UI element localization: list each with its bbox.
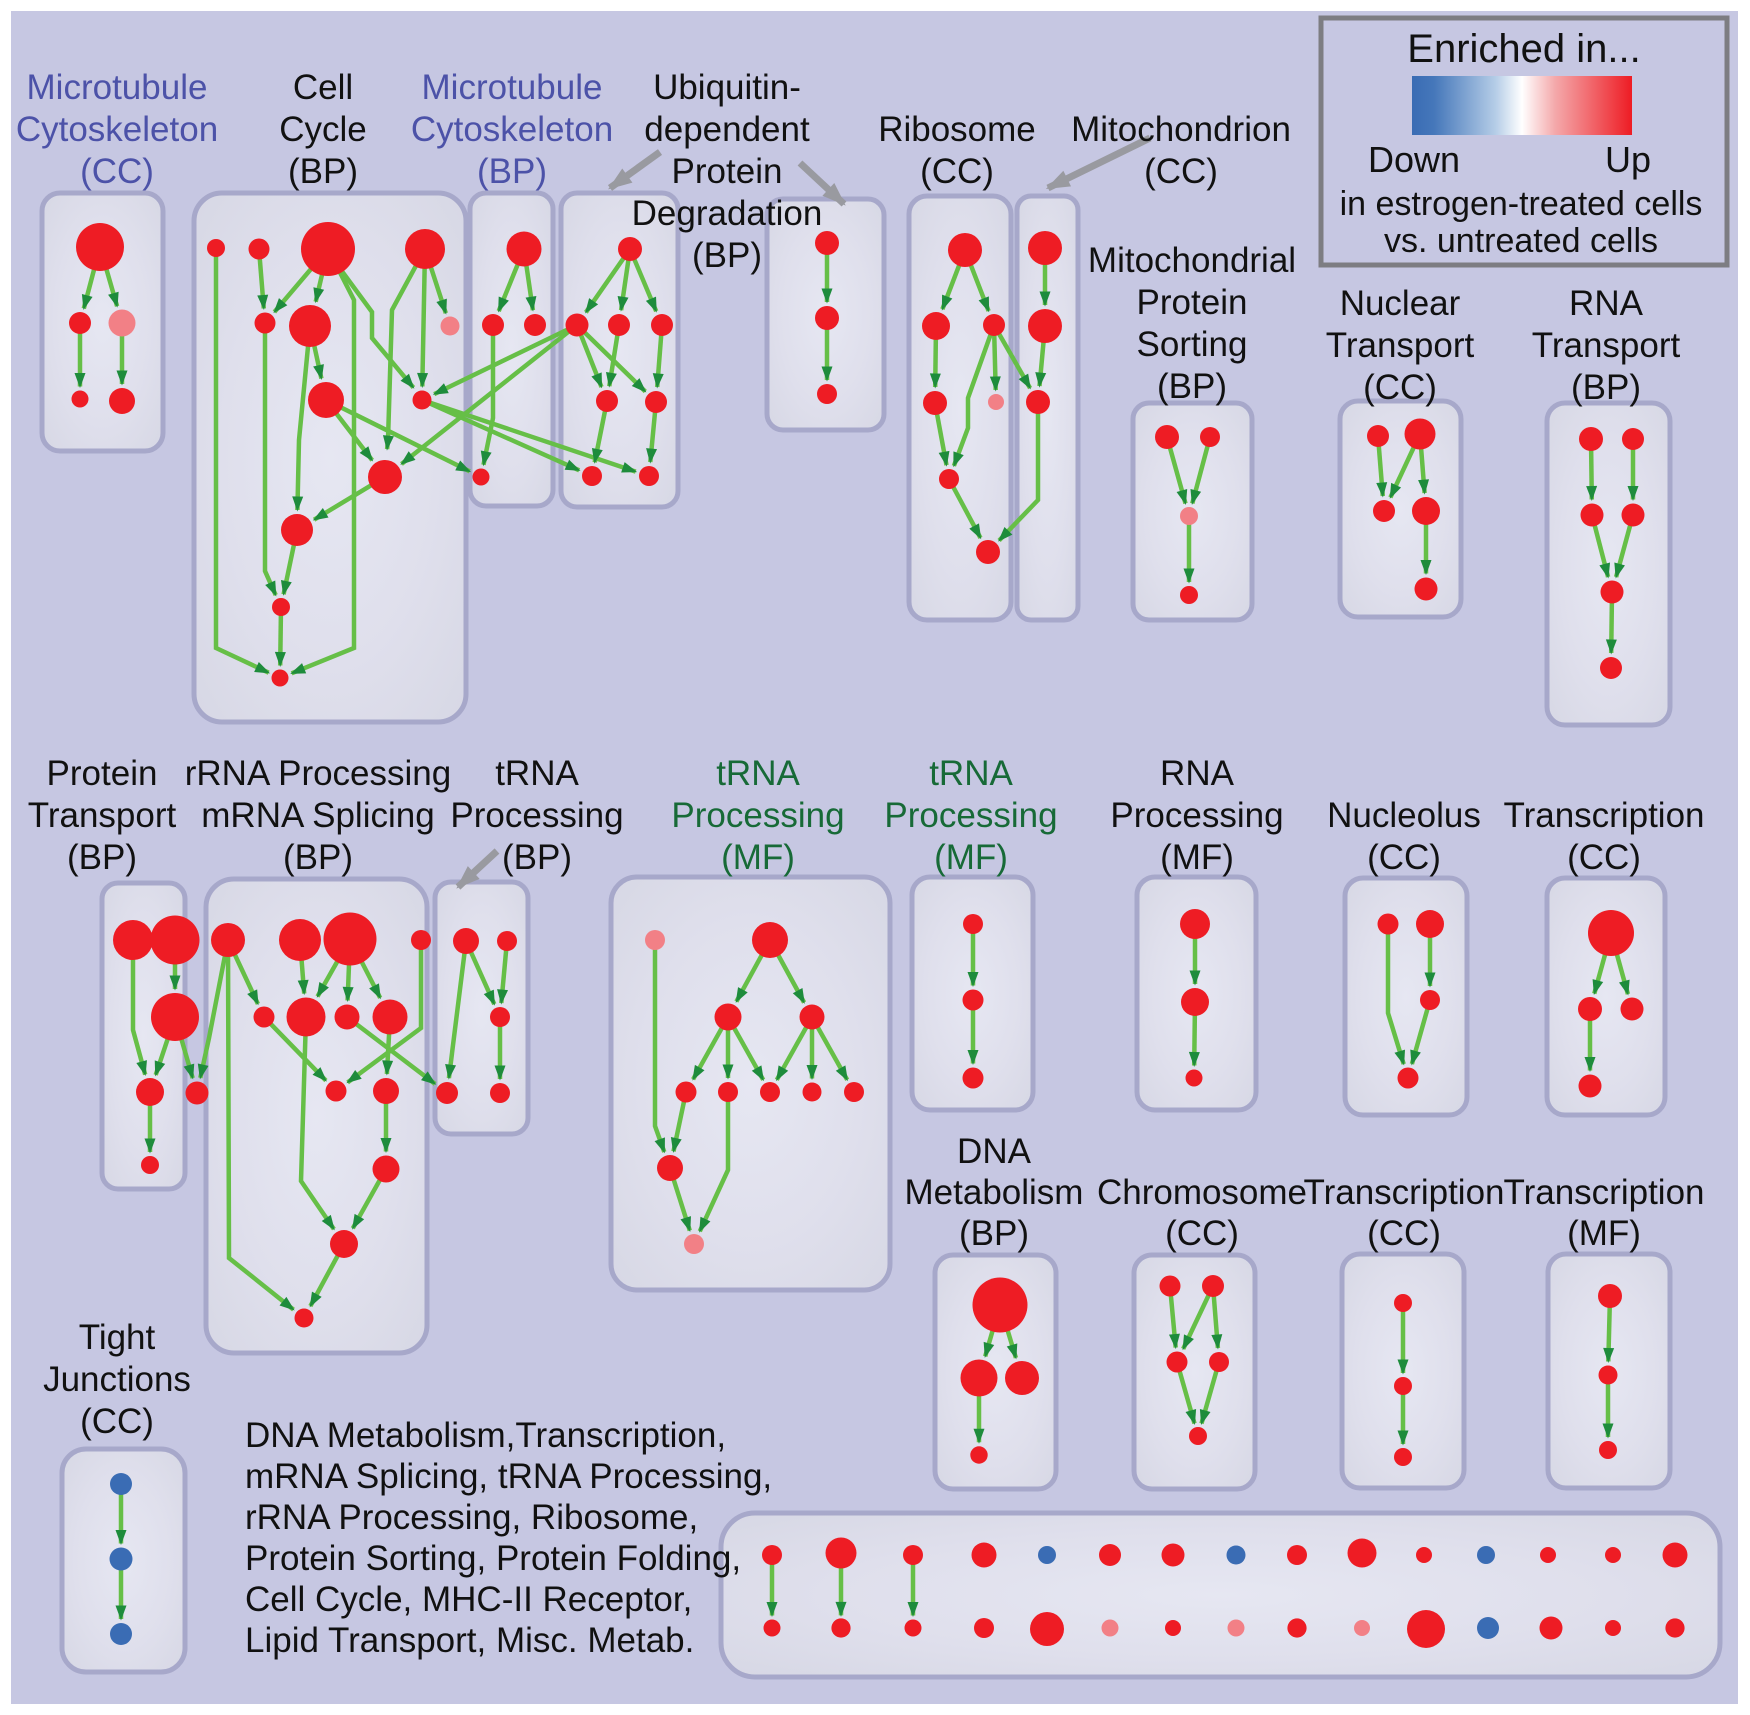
svg-text:(BP): (BP) [959, 1214, 1029, 1253]
svg-text:rRNA Processing, Ribosome,: rRNA Processing, Ribosome, [245, 1498, 698, 1537]
svg-text:in estrogen-treated cells: in estrogen-treated cells [1340, 185, 1703, 223]
svg-text:Transport: Transport [28, 796, 177, 835]
svg-text:rRNA Processing: rRNA Processing [185, 754, 451, 793]
svg-text:Microtubule: Microtubule [422, 68, 603, 107]
svg-text:dependent: dependent [644, 110, 810, 149]
svg-text:Protein: Protein [672, 152, 783, 191]
svg-text:Mitochondrial: Mitochondrial [1088, 241, 1296, 280]
svg-text:Transcription: Transcription [1504, 1173, 1705, 1212]
svg-text:Up: Up [1605, 139, 1651, 180]
svg-text:RNA: RNA [1160, 754, 1235, 793]
svg-text:(MF): (MF) [1567, 1214, 1641, 1253]
svg-text:Cell Cycle, MHC-II Receptor,: Cell Cycle, MHC-II Receptor, [245, 1580, 692, 1619]
svg-text:(MF): (MF) [1160, 838, 1234, 877]
svg-text:vs. untreated cells: vs. untreated cells [1384, 222, 1658, 260]
svg-text:(BP): (BP) [477, 152, 547, 191]
svg-text:tRNA: tRNA [929, 754, 1013, 793]
svg-text:mRNA Splicing: mRNA Splicing [201, 796, 434, 835]
svg-text:Transport: Transport [1532, 326, 1681, 365]
svg-text:Transport: Transport [1326, 326, 1475, 365]
svg-text:(CC): (CC) [1363, 368, 1437, 407]
svg-text:Transcription: Transcription [1504, 796, 1705, 835]
svg-text:Lipid Transport, Misc. Metab.: Lipid Transport, Misc. Metab. [245, 1621, 694, 1660]
svg-text:(BP): (BP) [1571, 368, 1641, 407]
svg-text:(CC): (CC) [1567, 838, 1641, 877]
svg-text:Processing: Processing [1110, 796, 1283, 835]
svg-text:(MF): (MF) [721, 838, 795, 877]
svg-text:Nuclear: Nuclear [1340, 284, 1461, 323]
svg-text:(CC): (CC) [1144, 152, 1218, 191]
svg-text:(BP): (BP) [692, 236, 762, 275]
svg-text:Transcription: Transcription [1304, 1173, 1505, 1212]
svg-text:(BP): (BP) [283, 838, 353, 877]
svg-text:Down: Down [1368, 139, 1460, 180]
svg-text:Junctions: Junctions [43, 1360, 191, 1399]
svg-text:Tight: Tight [79, 1318, 156, 1357]
svg-text:(BP): (BP) [288, 152, 358, 191]
svg-text:DNA Metabolism,Transcription,: DNA Metabolism,Transcription, [245, 1416, 726, 1455]
svg-text:Cytoskeleton: Cytoskeleton [411, 110, 613, 149]
svg-text:Ribosome: Ribosome [878, 110, 1036, 149]
svg-text:mRNA Splicing, tRNA Processing: mRNA Splicing, tRNA Processing, [245, 1457, 772, 1496]
svg-text:RNA: RNA [1569, 284, 1644, 323]
svg-text:Cell: Cell [293, 68, 353, 107]
svg-text:(MF): (MF) [934, 838, 1008, 877]
svg-text:Processing: Processing [671, 796, 844, 835]
svg-text:Nucleolus: Nucleolus [1327, 796, 1481, 835]
svg-text:Cytoskeleton: Cytoskeleton [16, 110, 218, 149]
svg-text:(CC): (CC) [1165, 1214, 1239, 1253]
svg-text:Mitochondrion: Mitochondrion [1071, 110, 1291, 149]
svg-text:Processing: Processing [450, 796, 623, 835]
svg-text:tRNA: tRNA [495, 754, 579, 793]
svg-text:(CC): (CC) [80, 152, 154, 191]
svg-text:(CC): (CC) [920, 152, 994, 191]
svg-text:Sorting: Sorting [1137, 325, 1248, 364]
svg-text:(BP): (BP) [1157, 367, 1227, 406]
svg-text:Degradation: Degradation [632, 194, 823, 233]
svg-text:(CC): (CC) [80, 1402, 154, 1441]
svg-text:(CC): (CC) [1367, 1214, 1441, 1253]
svg-text:(BP): (BP) [67, 838, 137, 877]
svg-text:DNA: DNA [957, 1132, 1032, 1171]
svg-text:Processing: Processing [884, 796, 1057, 835]
svg-text:Protein: Protein [47, 754, 158, 793]
svg-text:tRNA: tRNA [716, 754, 800, 793]
svg-text:Microtubule: Microtubule [27, 68, 208, 107]
svg-text:Ubiquitin-: Ubiquitin- [653, 68, 801, 107]
svg-text:(CC): (CC) [1367, 838, 1441, 877]
svg-text:Metabolism: Metabolism [905, 1173, 1084, 1212]
svg-text:Protein: Protein [1137, 283, 1248, 322]
svg-text:Chromosome: Chromosome [1097, 1173, 1307, 1212]
svg-text:Enriched in...: Enriched in... [1407, 27, 1640, 71]
svg-text:(BP): (BP) [502, 838, 572, 877]
svg-text:Protein Sorting, Protein Foldi: Protein Sorting, Protein Folding, [245, 1539, 741, 1578]
svg-text:Cycle: Cycle [279, 110, 367, 149]
